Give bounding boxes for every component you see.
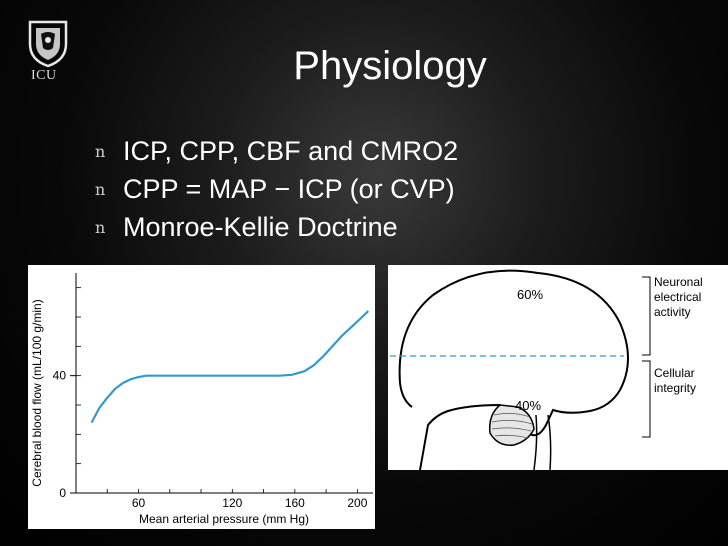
x-tick-label: 60 [132,496,146,510]
side-label-line: integrity [654,381,696,395]
brainstem [533,414,552,471]
x-axis-label: Mean arterial pressure (mm Hg) [139,512,309,526]
brain-outline [398,269,629,471]
chart-svg: 60 120 160 200 0 40 Mean arterial pressure (m… [30,273,373,526]
brain-diagram: 60% 40% Neuronal electrical activity Cel… [388,265,728,471]
brain-svg: 60% 40% Neuronal electrical activity Cel… [390,269,706,471]
chart-series [90,310,370,424]
bullet-text: CPP = MAP − ICP (or CVP) [123,174,455,204]
bullet-text: ICP, CPP, CBF and CMRO2 [123,136,459,166]
bullet-item: n Monroe-Kellie Doctrine [95,208,458,246]
region-upper-label: 60% [517,287,543,302]
bullet-list: n ICP, CPP, CBF and CMRO2 n CPP = MAP − … [95,132,458,246]
bullet-marker: n [95,142,106,161]
icu-logo [26,18,70,88]
logo-label: ICU [31,68,57,83]
y-tick-label: 0 [59,486,66,500]
y-axis-label: Cerebral blood flow (mL/100 g/min) [30,299,44,486]
region-lower-label: 40% [515,398,541,413]
autoregulation-chart: 60 120 160 200 0 40 Mean arterial pressure (m… [28,265,375,529]
bullet-text: Monroe-Kellie Doctrine [123,212,398,242]
side-label-neuronal: Neuronal electrical activity [654,275,706,319]
side-label-line: activity [654,305,691,319]
chart-axes [75,273,373,494]
bullet-item: n CPP = MAP − ICP (or CVP) [95,170,458,208]
chart-ticks: 60 120 160 200 0 40 [53,369,368,510]
bracket-upper [642,276,651,356]
brain-base [399,382,413,408]
side-label-line: electrical [654,290,701,304]
bracket-lower [642,360,651,438]
bullet-item: n ICP, CPP, CBF and CMRO2 [95,132,458,170]
x-tick-label: 160 [285,496,305,510]
x-tick-label: 200 [347,496,367,510]
series-line [90,310,370,424]
side-label-line: Neuronal [654,275,703,289]
x-tick-label: 120 [222,496,242,510]
slide-title: Physiology [293,44,487,88]
y-tick-label: 40 [53,369,67,383]
side-label-line: Cellular [654,366,695,380]
bullet-marker: n [95,180,106,199]
crest-icon [28,20,68,68]
bullet-marker: n [95,218,106,237]
side-label-cellular: Cellular integrity [654,366,698,395]
